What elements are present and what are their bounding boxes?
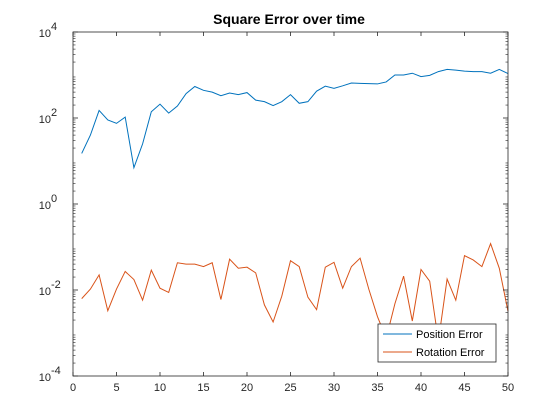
x-tick-label: 50 — [502, 382, 514, 394]
legend-label-position-error: Position Error — [416, 329, 483, 341]
series-line-position-error — [81, 68, 509, 170]
legend: Position Error Rotation Error — [377, 323, 497, 363]
legend-box — [377, 323, 497, 363]
chart-title: Square Error over time — [213, 11, 365, 27]
x-tick-label: 20 — [241, 382, 253, 394]
x-tick-label: 15 — [197, 382, 209, 394]
y-tick-label: 10 — [39, 286, 51, 298]
y-tick-exponent: 2 — [51, 107, 57, 119]
y-tick-exponent: 4 — [51, 21, 57, 33]
x-tick-label: 45 — [458, 382, 470, 394]
y-tick-exponent: 0 — [51, 193, 57, 205]
y-tick-exponent: -4 — [51, 365, 61, 377]
y-tick-label: 10 — [39, 28, 51, 40]
x-tick-label: 25 — [284, 382, 296, 394]
x-tick-label: 5 — [113, 382, 119, 394]
y-tick-label: 10 — [39, 372, 51, 384]
x-tick-label: 0 — [70, 382, 76, 394]
y-tick-label: 10 — [39, 200, 51, 212]
x-tick-label: 10 — [154, 382, 166, 394]
y-tick-exponent: -2 — [51, 279, 61, 291]
x-tick-label: 30 — [328, 382, 340, 394]
y-tick-label: 10 — [39, 114, 51, 126]
legend-label-rotation-error: Rotation Error — [416, 347, 485, 359]
x-tick-label: 40 — [415, 382, 427, 394]
x-tick-label: 35 — [371, 382, 383, 394]
